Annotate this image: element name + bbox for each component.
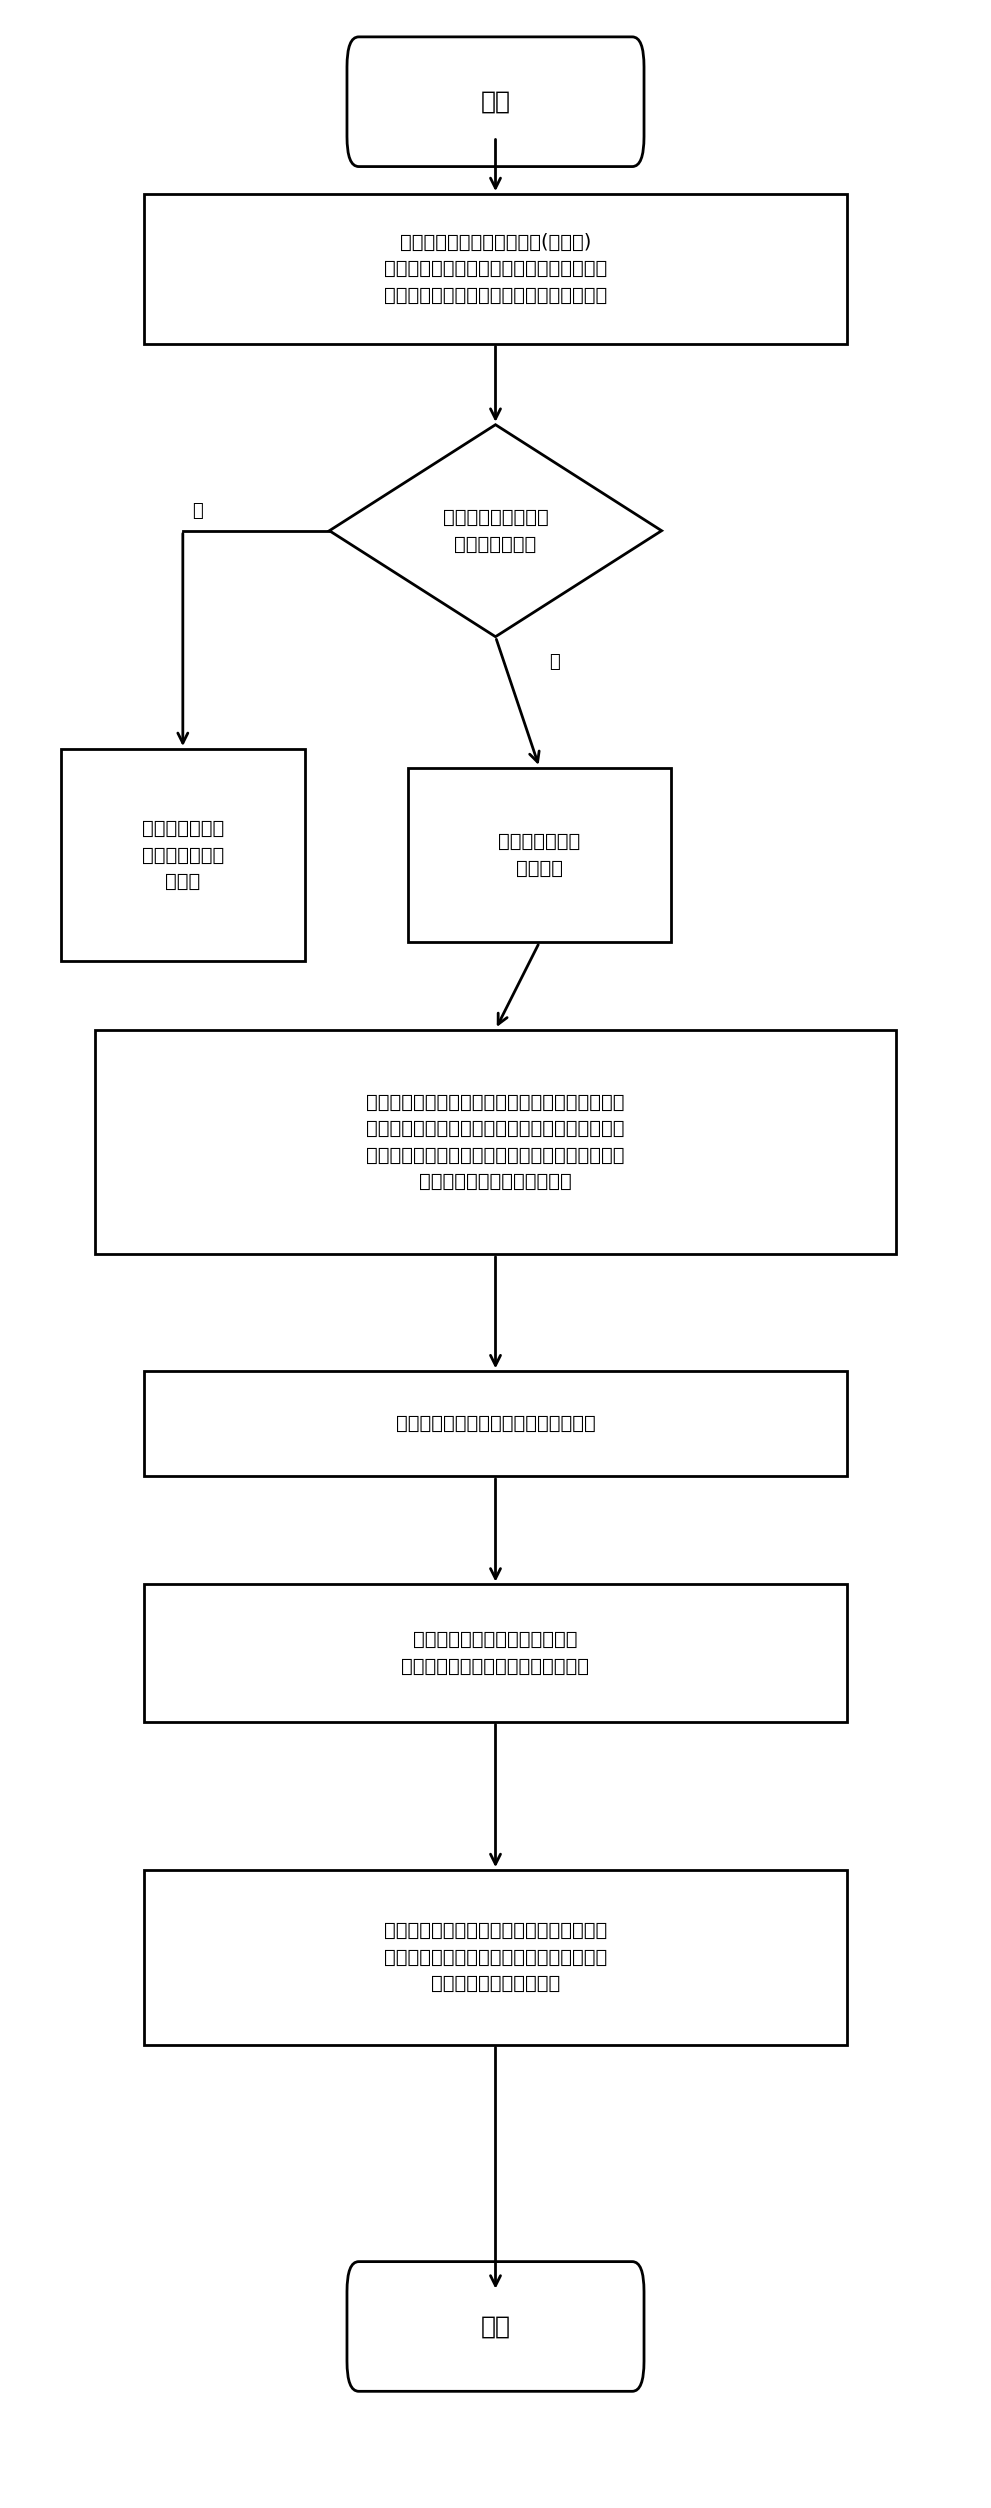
Text: 孤岛电网中发电系统
是否正常运行？: 孤岛电网中发电系统 是否正常运行？ [443,509,548,554]
Text: 否: 否 [549,652,560,670]
Text: 是: 是 [192,502,203,519]
FancyBboxPatch shape [347,38,644,166]
Text: 此时孤岛电网处于无源网络状态（切换后）
整流侧：定直流电压控制和定无功功率控制
逆变侧：定交流电压控制: 此时孤岛电网处于无源网络状态（切换后） 整流侧：定直流电压控制和定无功功率控制 … [384,1921,607,1994]
Bar [60,750,305,961]
Bar [144,1372,847,1477]
Text: 结束: 结束 [481,2315,510,2337]
Text: 系统将会产生有功缺额，有功功率不平衡会导致电
网频率的振荡，频率振荡会导致动态负荷的负荷变
化，从而引起直流电压、交流电压、有功功率的振
荡，使系统处于不稳定状: 系统将会产生有功缺额，有功功率不平衡会导致电 网频率的振荡，频率振荡会导致动态负… [367,1093,624,1191]
Bar [144,1871,847,2044]
Bar [144,1585,847,1720]
Text: 开始: 开始 [481,90,510,113]
FancyBboxPatch shape [347,2262,644,2390]
Text: 切换时刻各电气量波动到达最小
系统逐渐恢复稳定，切换到无源网络: 切换时刻各电气量波动到达最小 系统逐渐恢复稳定，切换到无源网络 [401,1630,590,1675]
Polygon shape [329,424,662,637]
Text: 孤岛电网保持在
有源网络状态继
续运行: 孤岛电网保持在 有源网络状态继 续运行 [142,820,224,890]
Bar [95,1028,896,1254]
Bar [144,193,847,344]
Text: 加入相角跟随控制、外环功率优化控制: 加入相角跟随控制、外环功率优化控制 [395,1415,596,1432]
Text: 孤岛电网处于有源网络状态(切换前)
整流侧：定直流电压控制和定无功功率控制
逆变侧：定有功功率控制和定交流电压控制: 孤岛电网处于有源网络状态(切换前) 整流侧：定直流电压控制和定无功功率控制 逆变… [384,233,607,306]
Text: 发电系统遇故障
退出运行: 发电系统遇故障 退出运行 [498,833,581,878]
Bar [407,767,671,943]
